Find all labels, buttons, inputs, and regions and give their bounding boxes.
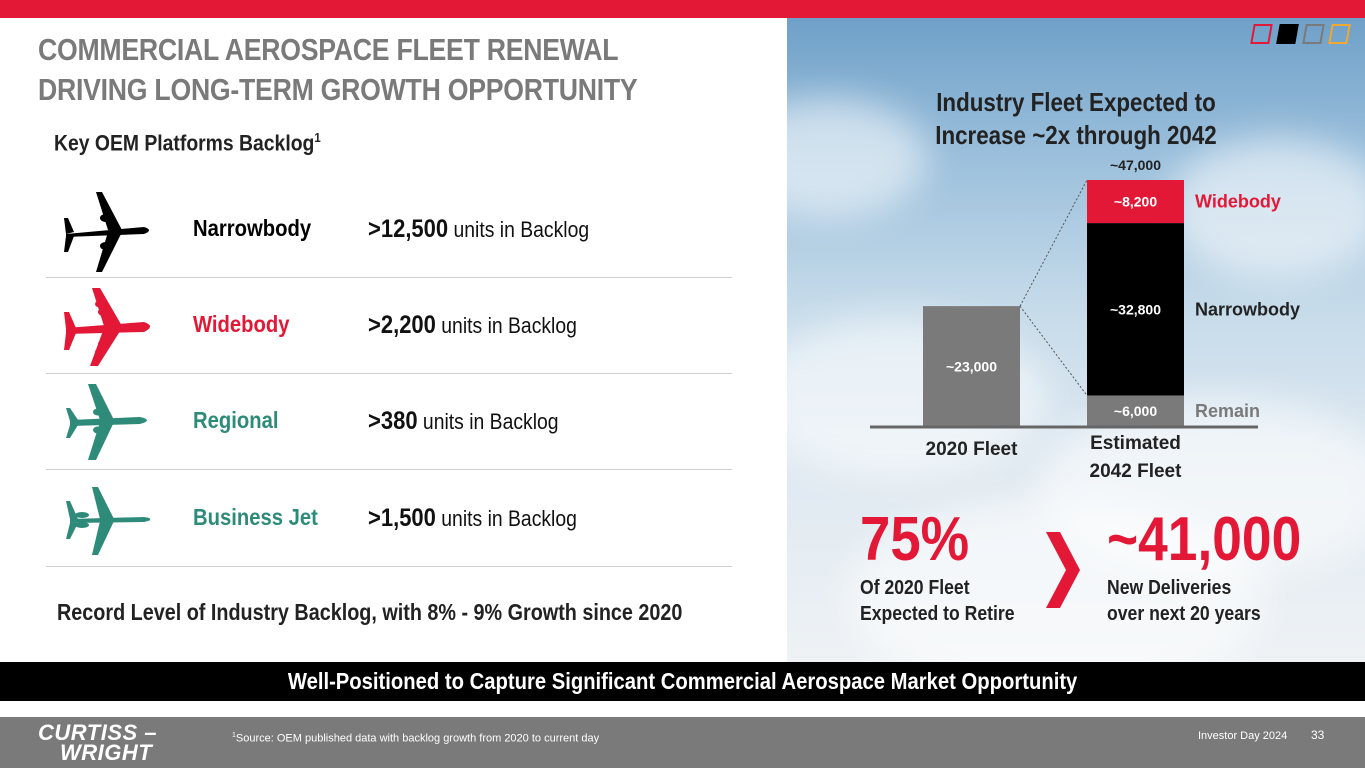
retire-stat: 75% Of 2020 Fleet Expected to Retire [860, 505, 1036, 627]
regional-plane-icon [66, 384, 147, 460]
category-label: 2042 Fleet [1090, 461, 1183, 482]
retire-percentage: 75% [860, 505, 970, 574]
curtiss-wright-logo: CURTISS – WRIGHT [38, 720, 158, 765]
legend-narrowbody: Narrowbody [1195, 299, 1300, 319]
narrowbody-backlog-value: >12,500 units in Backlog [368, 215, 590, 243]
row-divider [46, 469, 732, 470]
bottom-banner: Well-Positioned to Capture Significant C… [0, 662, 1365, 701]
widebody-label: Widebody [193, 311, 290, 337]
backlog-heading: Key OEM Platforms Backlog1 [54, 130, 357, 156]
record-backlog-statement: Record Level of Industry Backlog, with 8… [57, 599, 683, 625]
footnote-marker: 1 [314, 130, 321, 145]
row-divider [46, 566, 732, 567]
regional-backlog-value: >380 units in Backlog [368, 407, 559, 435]
backlog-row-narrowbody: Narrowbody >12,500 units in Backlog [46, 182, 732, 278]
footer: CURTISS – WRIGHT 1Source: OEM published … [0, 717, 1365, 768]
chevron-right-icon [1046, 532, 1080, 608]
connector-line [1019, 305, 1088, 396]
bar-segment-widebody [1087, 180, 1184, 224]
retire-caption: Of 2020 Fleet Expected to Retire [860, 577, 1015, 625]
category-label: Estimated [1090, 433, 1181, 454]
widebody-backlog-value: >2,200 units in Backlog [368, 311, 577, 339]
event-label: Investor Day 2024 [1198, 730, 1288, 742]
business-jet-backlog-value: >1,500 units in Backlog [368, 504, 577, 532]
bar-segment-narrowbody [1087, 223, 1184, 396]
backlog-row-widebody: Widebody >2,200 units in Backlog [46, 278, 732, 374]
bar-value-label: ~6,000 [1114, 403, 1157, 419]
widebody-plane-icon [64, 288, 150, 366]
narrowbody-label: Narrowbody [193, 215, 312, 241]
sky-background-image [787, 18, 1365, 662]
business-jet-label: Business Jet [193, 504, 318, 530]
chart-title-line1: Industry Fleet Expected to [936, 87, 1216, 117]
narrowbody-plane-icon [64, 192, 149, 272]
bar-segment-remain [923, 306, 1020, 427]
deliveries-caption: New Deliveries over next 20 years [1107, 577, 1261, 625]
chart-title-line2: Increase ~2x through 2042 [935, 120, 1217, 150]
row-divider [46, 373, 732, 374]
connector-line [1019, 179, 1088, 307]
top-accent-bar [0, 0, 1365, 18]
page-title-line2: DRIVING LONG-TERM GROWTH OPPORTUNITY [38, 72, 638, 107]
page-title: COMMERCIAL AEROSPACE FLEET RENEWAL DRIVI… [38, 30, 735, 110]
regional-label: Regional [193, 407, 279, 433]
page-number: 33 [1311, 728, 1325, 742]
bar-value-label: ~23,000 [946, 359, 997, 375]
legend-widebody: Widebody [1195, 192, 1281, 212]
fleet-bar-chart: ~23,000 ~6,000 ~32,800 ~8,200 ~47,000 2020 Fl… [870, 157, 1300, 482]
legend-remain: Remain [1195, 401, 1260, 421]
row-divider [46, 277, 732, 278]
category-label: 2020 Fleet [926, 439, 1019, 460]
bar-segment-remain [1087, 395, 1184, 427]
backlog-heading-text: Key OEM Platforms Backlog [54, 130, 315, 156]
bar-value-label: ~32,800 [1110, 301, 1161, 317]
backlog-row-regional: Regional >380 units in Backlog [46, 374, 732, 470]
deliveries-stat: ~41,000 New Deliveries over next 20 year… [1107, 505, 1333, 627]
bar-value-label: ~8,200 [1114, 194, 1157, 210]
page-title-line1: COMMERCIAL AEROSPACE FLEET RENEWAL [38, 32, 619, 67]
backlog-row-business-jet: Business Jet >1,500 units in Backlog [46, 471, 732, 567]
footnote-source: 1Source: OEM published data with backlog… [232, 732, 600, 745]
deliveries-count: ~41,000 [1107, 505, 1302, 574]
chart-title: Industry Fleet Expected to Increase ~2x … [890, 86, 1262, 152]
bar-total-label: ~47,000 [1110, 157, 1161, 173]
business-jet-icon [66, 487, 150, 555]
